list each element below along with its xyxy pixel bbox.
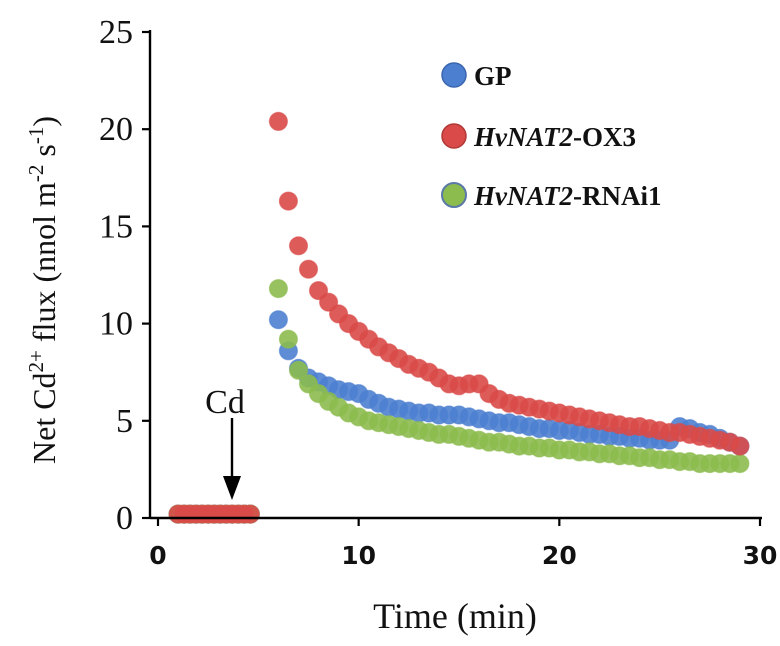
data-point: [268, 279, 288, 299]
y-label-superscript: -1: [24, 127, 48, 145]
x-tick-label: 30: [743, 541, 778, 570]
legend-item-gp: GP: [441, 61, 512, 91]
y-tick-label: 0: [116, 500, 133, 537]
data-point: [730, 454, 750, 474]
x-tick-label: 20: [542, 541, 577, 570]
y-tick-label: 25: [99, 14, 133, 51]
x-tick-label: 10: [341, 541, 376, 570]
legend-label-gp: GP: [474, 61, 512, 91]
y-tick-label: 10: [99, 306, 133, 343]
legend-label-ox3-line: -OX3: [573, 122, 636, 152]
legend-item-ox3: HvNAT2-OX3: [441, 122, 636, 152]
legend-marker-gp: [441, 62, 467, 88]
data-point: [288, 360, 309, 380]
legend-label-rnai1-gene: HvNAT2: [473, 181, 573, 211]
cd-arrow-head: [223, 476, 241, 500]
legend-marker-rnai1: [441, 182, 467, 208]
y-tick-label: 5: [116, 403, 133, 440]
y-axis-label: Net Cd2+ flux (nnol m-2 s-1): [24, 116, 62, 464]
data-point: [268, 111, 288, 132]
y-label-part: Net Cd: [26, 372, 62, 464]
legend-label-ox3-gene: HvNAT2: [473, 122, 573, 152]
legend-label-rnai1-line: -RNAi1: [573, 181, 662, 211]
axes: [148, 30, 762, 520]
y-label-superscript: 2+: [24, 350, 48, 372]
y-label-superscript: -2: [24, 165, 48, 183]
x-ticks: 0 10 20 30: [149, 518, 777, 570]
data-point: [278, 191, 298, 211]
x-tick-label: 0: [149, 541, 166, 570]
legend-marker-ox3: [441, 123, 467, 149]
y-label-part: s: [26, 144, 62, 164]
y-label-part: flux (nnol m: [26, 182, 62, 350]
y-tick-label: 15: [99, 208, 133, 245]
legend-label-rnai1: HvNAT2-RNAi1: [473, 181, 662, 211]
series-0-points: [168, 310, 750, 524]
data-point: [298, 259, 319, 279]
y-ticks: 0 5 10 15 20 25: [99, 14, 150, 537]
data-point: [240, 504, 260, 524]
data-point: [288, 236, 309, 256]
data-point: [268, 310, 288, 330]
legend: GP HvNAT2-OX3 HvNAT2-RNAi1: [441, 61, 662, 211]
y-tick-label: 20: [99, 111, 133, 148]
data-point: [730, 436, 750, 456]
legend-label-gp-text: GP: [474, 61, 512, 91]
y-label-part: ): [26, 116, 62, 127]
legend-item-rnai1: HvNAT2-RNAi1: [441, 181, 662, 211]
x-axis-label: Time (min): [373, 596, 537, 636]
legend-label-ox3: HvNAT2-OX3: [473, 122, 636, 152]
cd-annotation-label: Cd: [205, 384, 245, 421]
cd-addition-annotation: Cd: [205, 384, 245, 500]
data-point: [278, 329, 298, 349]
data-points-layer: [168, 111, 750, 524]
series-2-points: [168, 279, 750, 524]
